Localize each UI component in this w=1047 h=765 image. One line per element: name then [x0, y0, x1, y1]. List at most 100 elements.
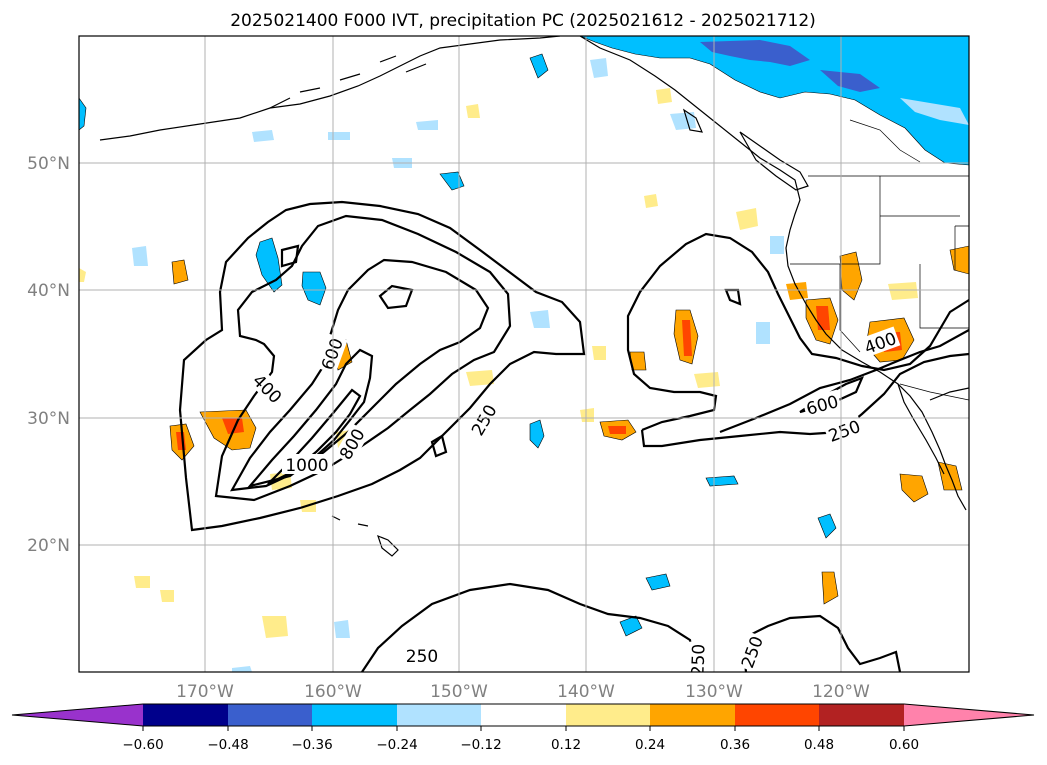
ivt-contour-250-south — [361, 582, 696, 672]
lon-label-150w: 150°W — [430, 682, 488, 702]
coastlines — [99, 36, 969, 557]
precip-pos-24 — [644, 194, 658, 208]
colorbar-ticks — [142, 726, 905, 731]
precip-fill-11 — [252, 130, 274, 142]
colorbar-segment — [735, 704, 819, 726]
ivt-contour-250-east-b — [640, 352, 969, 448]
coastline-alaska — [99, 36, 561, 141]
cb-label: −0.48 — [207, 737, 248, 753]
cb-label: −0.24 — [376, 737, 417, 753]
lon-label-140w: 140°W — [557, 682, 615, 702]
cb-label: −0.36 — [291, 737, 332, 753]
label-bg — [802, 389, 842, 419]
precip-pos-19 — [736, 208, 758, 230]
precip-pos-1-core — [222, 418, 244, 434]
precip-pos-7-core — [608, 426, 626, 434]
lat-label-40n: 40°N — [27, 281, 70, 301]
precip-fill-21 — [232, 666, 252, 672]
coastline-mexico — [929, 387, 969, 401]
precip-fill-9 — [619, 615, 643, 637]
border-states-3 — [839, 264, 861, 353]
precip-pos-20 — [262, 616, 288, 638]
map-panel: 400 600 1000 800 250 250 600 400 250 250 — [78, 35, 970, 676]
precip-fill-3 — [439, 171, 465, 191]
precip-fill-bc-coast — [579, 36, 969, 166]
border-us-mexico — [899, 383, 969, 401]
colorbar-segment — [650, 704, 735, 726]
colorbar-segment — [481, 704, 566, 726]
cb-label: 0.24 — [635, 737, 665, 753]
ivt-contour-inner-2 — [280, 244, 300, 268]
precip-pos-25 — [580, 408, 594, 422]
precip-pos-10 — [821, 571, 839, 605]
precip-fill-22 — [590, 58, 608, 78]
ivt-label-250-south-mid: 250 — [688, 643, 709, 676]
precip-fill-19 — [132, 246, 148, 266]
lon-label-130w: 130°W — [685, 682, 743, 702]
longitude-labels: 170°W 160°W 150°W 140°W 130°W 120°W — [176, 682, 870, 702]
cb-label: −0.12 — [460, 737, 501, 753]
precip-fill-18 — [670, 112, 696, 130]
lon-label-160w: 160°W — [304, 682, 362, 702]
ivt-contour-inner-1 — [378, 284, 414, 310]
precip-fill-7 — [529, 53, 549, 79]
ivt-contour-800 — [246, 348, 374, 488]
map-frame — [78, 35, 970, 673]
map-background — [79, 36, 969, 672]
coastline-bc-coast — [579, 36, 967, 511]
label-bg — [402, 645, 442, 665]
ivt-label-1000: 1000 — [285, 456, 328, 476]
precip-fill-10 — [79, 97, 87, 131]
coastline-alaska-islands — [269, 55, 427, 109]
label-bg — [687, 641, 709, 672]
cb-label: −0.60 — [122, 737, 163, 753]
colorbar-segment — [397, 704, 481, 726]
coastline-haida-gwaii — [682, 108, 703, 133]
coastline-baja — [897, 383, 945, 475]
ivt-contour-400-east — [719, 329, 969, 434]
precip-fill-17 — [770, 236, 784, 254]
precip-fill-16 — [756, 322, 770, 344]
cb-label: 0.60 — [889, 737, 919, 753]
precip-pos-16 — [466, 370, 494, 386]
borders — [790, 119, 969, 401]
ivt-label-250-south: 250 — [406, 647, 438, 667]
precip-pos-18 — [888, 282, 918, 300]
precip-pos-4-core — [816, 306, 830, 330]
lat-label-50n: 50°N — [27, 154, 70, 174]
precip-pos-28 — [79, 268, 86, 282]
colorbar-segment — [819, 704, 904, 726]
precip-pos-17 — [694, 372, 720, 388]
latitude-labels: 50°N 40°N 30°N 20°N — [27, 154, 70, 556]
precip-pos-26 — [592, 346, 606, 360]
precip-fill-8 — [705, 475, 739, 487]
precip-pos-23 — [466, 104, 480, 118]
ivt-contour-400 — [214, 214, 512, 502]
cb-label: 0.36 — [720, 737, 750, 753]
ivt-contour-inner-3 — [430, 434, 448, 458]
cb-label: 0.48 — [804, 737, 834, 753]
precip-fill-12 — [328, 132, 350, 140]
label-bg — [248, 368, 288, 408]
lat-label-30n: 30°N — [27, 409, 70, 429]
label-bg — [334, 423, 370, 465]
colorbar-extend-min — [12, 704, 143, 726]
precip-fill-5 — [817, 513, 837, 539]
precip-fill-4 — [529, 419, 545, 449]
precip-fill-bc-core — [700, 40, 810, 66]
precip-fill-6 — [645, 573, 671, 591]
precip-fill-bc-light — [900, 98, 969, 125]
gridlines — [79, 36, 969, 672]
border-states-4 — [919, 264, 969, 329]
colorbar-segment — [228, 704, 312, 726]
border-states-1 — [790, 176, 881, 265]
precip-pos-15 — [786, 282, 808, 300]
precip-fill-2 — [301, 271, 327, 306]
precip-pos-5-core — [682, 320, 692, 356]
colorbar-segment — [312, 704, 397, 726]
colorbar-extend-max — [904, 704, 1034, 726]
colorbar: −0.60 −0.48 −0.36 −0.24 −0.12 0.12 0.24 … — [11, 703, 1035, 753]
colorbar-segment — [566, 704, 650, 726]
border-states-5 — [954, 225, 969, 270]
precip-pos-21 — [134, 576, 150, 588]
